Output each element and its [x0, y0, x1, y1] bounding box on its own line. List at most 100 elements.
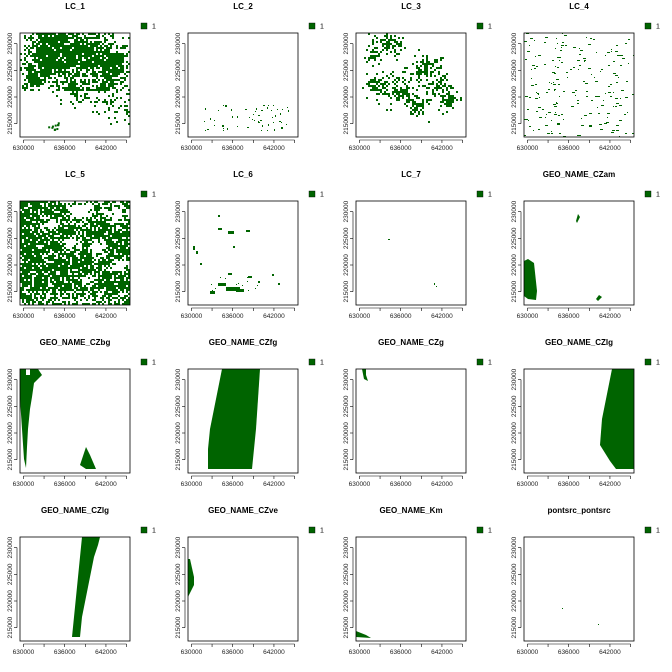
- raster-cell: [56, 269, 58, 271]
- raster-cell: [72, 51, 74, 53]
- x-tick-label: 642000: [263, 145, 285, 152]
- raster-cell: [72, 53, 74, 55]
- raster-cell: [62, 267, 64, 269]
- raster-cell: [565, 45, 567, 46]
- raster-cell: [428, 121, 430, 123]
- raster-cell: [74, 291, 76, 293]
- raster-cell: [62, 205, 64, 207]
- raster-cell: [104, 71, 106, 73]
- raster-cell: [104, 271, 106, 273]
- raster-cell: [557, 57, 560, 58]
- raster-cell: [28, 289, 30, 291]
- raster-cell: [611, 51, 612, 52]
- raster-cell: [112, 79, 114, 81]
- raster-cell: [54, 269, 56, 271]
- raster-cell: [424, 65, 426, 67]
- raster-cell: [104, 69, 106, 71]
- raster-cell: [595, 96, 598, 97]
- raster-cell: [536, 66, 538, 67]
- raster-cell: [104, 237, 106, 239]
- raster-cell: [104, 63, 106, 65]
- raster-cell: [40, 209, 42, 211]
- raster-cell: [128, 297, 130, 299]
- raster-cell: [50, 235, 52, 237]
- x-tick-label: 642000: [599, 145, 621, 152]
- raster-cell: [108, 295, 110, 297]
- raster-cell: [586, 96, 588, 97]
- raster-cell: [72, 265, 74, 267]
- raster-cell: [440, 57, 442, 59]
- raster-cell: [30, 249, 32, 251]
- raster-cell: [633, 55, 634, 56]
- legend-swatch: [476, 526, 484, 534]
- raster-cell: [112, 293, 114, 295]
- raster-cell: [106, 297, 108, 299]
- raster-cell: [382, 87, 384, 89]
- raster-cell: [561, 45, 564, 46]
- raster-cell: [58, 39, 60, 41]
- raster-cell: [84, 259, 86, 261]
- raster-cell: [394, 87, 396, 89]
- raster-cell: [30, 267, 32, 269]
- raster-cell: [46, 289, 48, 291]
- raster-cell: [118, 271, 120, 273]
- raster-cell: [74, 49, 76, 51]
- raster-cell: [88, 231, 90, 233]
- raster-cell: [122, 55, 124, 57]
- raster-cell: [44, 47, 46, 49]
- raster-cell: [108, 73, 110, 75]
- raster-cell: [78, 221, 80, 223]
- raster-cell: [434, 87, 436, 89]
- plot-frame: [187, 368, 299, 474]
- raster-cell: [46, 301, 48, 303]
- raster-cell: [116, 111, 118, 113]
- raster-cell: [552, 60, 554, 61]
- raster-cell: [40, 269, 42, 271]
- raster-cell: [28, 75, 30, 77]
- raster-cell: [388, 39, 390, 41]
- raster-cell: [30, 89, 32, 91]
- raster-cell: [24, 237, 26, 239]
- raster-cell: [70, 269, 72, 271]
- raster-region: [20, 369, 42, 468]
- raster-cell: [58, 63, 60, 65]
- raster-cell: [78, 231, 80, 233]
- raster-cell: [42, 279, 44, 281]
- raster-cell: [102, 73, 104, 75]
- raster-cell: [34, 69, 36, 71]
- raster-cell: [106, 293, 108, 295]
- raster-cell: [32, 289, 34, 291]
- raster-cell: [22, 279, 24, 281]
- raster-cell: [88, 277, 90, 279]
- raster-cell: [46, 71, 48, 73]
- raster-cell: [122, 59, 124, 61]
- raster-cell: [28, 247, 30, 249]
- raster-cell: [452, 95, 454, 97]
- raster-cell: [46, 239, 48, 241]
- legend-swatch: [476, 358, 484, 366]
- raster-cell: [102, 81, 104, 83]
- raster-cell: [52, 265, 54, 267]
- raster-cell: [110, 249, 112, 251]
- raster-cell: [78, 227, 80, 229]
- raster-cell: [102, 79, 104, 81]
- raster-cell: [414, 109, 416, 111]
- raster-cell: [26, 249, 28, 251]
- raster-cell: [122, 71, 124, 73]
- raster-cell: [108, 107, 110, 109]
- raster-cell: [62, 57, 64, 59]
- raster-cell: [70, 47, 72, 49]
- raster-region: [80, 447, 96, 469]
- raster-cell: [86, 257, 88, 259]
- raster-cell: [124, 73, 126, 75]
- raster-cell: [32, 217, 34, 219]
- raster-cell: [94, 225, 96, 227]
- raster-cell: [48, 57, 50, 59]
- raster-cell: [414, 55, 416, 57]
- raster-cell: [52, 271, 54, 273]
- panel-title: LC_4: [569, 2, 589, 11]
- raster-cell: [126, 67, 128, 69]
- raster-cell: [376, 99, 378, 101]
- raster-cell: [42, 223, 44, 225]
